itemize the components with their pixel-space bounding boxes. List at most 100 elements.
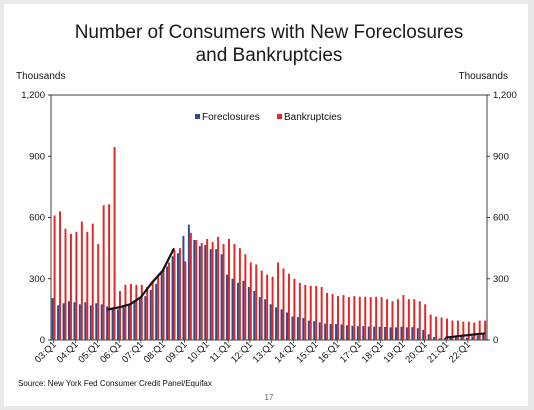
bar-foreclosures-06-q2 [122,307,125,340]
bars [51,147,487,340]
y-tick-label-left: 0 [40,335,45,346]
bar-foreclosures-14-q4 [307,320,310,340]
chart-title-line-1: Number of Consumers with New Foreclosure… [75,22,464,43]
bar-bankruptcies-07-q4 [157,276,160,340]
bar-bankruptcies-17-q1 [358,296,361,340]
bar-bankruptcies-08-q2 [168,262,171,340]
x-tick-label: 04:Q1 [55,339,81,365]
bar-bankruptcies-16-q4 [353,296,356,340]
bar-foreclosures-04-q4 [89,305,92,340]
bar-bankruptcies-10-q4 [222,244,225,340]
bar-foreclosures-15-q1 [313,321,316,340]
bar-foreclosures-18-q1 [378,326,381,340]
bar-bankruptcies-07-q2 [146,286,149,340]
bar-bankruptcies-12-q4 [266,274,269,340]
bar-bankruptcies-04-q1 [75,231,78,340]
bar-bankruptcies-16-q3 [347,297,350,340]
bar-foreclosures-17-q3 [367,326,370,340]
bar-bankruptcies-10-q2 [211,242,214,340]
bar-foreclosures-07-q1 [138,298,141,340]
bar-foreclosures-03-q4 [68,301,70,340]
bar-foreclosures-11-q1 [226,274,229,340]
bar-bankruptcies-04-q2 [80,221,83,340]
bar-bankruptcies-09-q4 [200,243,203,340]
bar-foreclosures-09-q2 [187,224,190,340]
left-axis-unit-label: Thousands [16,71,65,82]
x-ticks: 03:Q104:Q105:Q106:Q107:Q108:Q109:Q110:Q1… [33,339,473,365]
bar-bankruptcies-09-q3 [195,239,198,340]
bar-bankruptcies-08-q3 [173,250,176,340]
bar-bankruptcies-14-q2 [298,282,301,340]
x-tick-label: 05:Q1 [76,339,102,365]
y-tick-label-right: 900 [493,151,509,162]
bar-foreclosures-06-q1 [117,309,120,340]
bar-foreclosures-21-q1 [444,337,447,340]
bar-bankruptcies-13-q4 [287,273,290,340]
bar-bankruptcies-21-q1 [446,318,448,340]
bar-foreclosures-11-q3 [236,282,239,340]
bar-bankruptcies-12-q3 [260,270,263,340]
x-tick-label: 06:Q1 [98,339,124,365]
right-axis-unit-label: Thousands [459,71,508,82]
bar-bankruptcies-11-q2 [233,244,236,340]
bar-bankruptcies-08-q1 [162,267,165,340]
bar-foreclosures-22-q2 [471,336,474,340]
bar-foreclosures-06-q4 [133,302,136,340]
bar-bankruptcies-06-q1 [119,291,121,340]
bar-bankruptcies-03-q1 [53,215,56,340]
bar-bankruptcies-21-q4 [462,321,465,340]
y-tick-label-right: 300 [493,274,509,285]
y-tick-label-right: 600 [493,213,509,224]
chart: Number of Consumers with New Foreclosure… [16,22,517,402]
bar-bankruptcies-21-q3 [456,320,459,340]
bar-bankruptcies-18-q2 [386,299,389,340]
legend: Foreclosures Bankruptcies [195,112,342,123]
bar-bankruptcies-03-q4 [69,233,72,340]
x-tick-label: 15:Q1 [294,339,320,365]
bar-bankruptcies-04-q4 [91,223,94,340]
bar-foreclosures-14-q2 [296,317,299,340]
bar-foreclosures-06-q3 [127,305,130,340]
bar-bankruptcies-14-q3 [304,284,307,340]
bar-foreclosures-04-q1 [73,302,76,340]
legend-swatch-bankruptcies [277,114,282,119]
bar-foreclosures-05-q3 [106,306,109,340]
x-tick-label: 21:Q1 [425,339,451,365]
bar-foreclosures-04-q3 [84,302,87,340]
y-tick-label-right: 1,200 [493,90,517,101]
bar-bankruptcies-15-q2 [320,286,323,340]
bar-foreclosures-07-q2 [144,296,147,340]
y-tick-label-left: 600 [29,213,45,224]
bar-bankruptcies-07-q1 [140,284,143,340]
bar-bankruptcies-17-q2 [364,296,367,340]
bar-bankruptcies-14-q1 [293,278,296,340]
bar-foreclosures-16-q3 [345,325,348,340]
x-tick-label: 11:Q1 [208,339,234,365]
bar-foreclosures-08-q1 [160,272,163,340]
bar-foreclosures-03-q2 [57,305,60,340]
bar-bankruptcies-05-q2 [102,205,105,340]
legend-label-bankruptcies: Bankruptcies [284,112,342,123]
bar-bankruptcies-06-q2 [124,284,127,340]
x-tick-label: 18:Q1 [360,339,386,365]
bar-foreclosures-18-q4 [395,327,397,340]
bar-foreclosures-05-q1 [95,303,98,340]
bar-foreclosures-10-q4 [220,254,223,340]
bar-foreclosures-21-q4 [460,336,463,340]
plot-frame [50,94,488,341]
x-tick-label: 09:Q1 [164,339,190,365]
y-tick-label-left: 900 [29,151,45,162]
x-tick-label: 17:Q1 [338,339,364,365]
bar-foreclosures-22-q1 [465,337,468,340]
bar-bankruptcies-10-q3 [217,236,220,340]
slide: Number of Consumers with New Foreclosure… [4,4,528,406]
bar-bankruptcies-18-q1 [380,297,383,340]
bar-bankruptcies-19-q2 [407,299,410,340]
trend-line-1 [107,248,175,311]
bar-bankruptcies-19-q3 [413,299,416,340]
bar-bankruptcies-13-q2 [277,262,280,340]
bar-foreclosures-21-q3 [454,337,457,340]
bar-bankruptcies-17-q4 [375,296,378,340]
bar-bankruptcies-22-q3 [478,320,481,340]
bar-foreclosures-19-q2 [405,327,408,340]
